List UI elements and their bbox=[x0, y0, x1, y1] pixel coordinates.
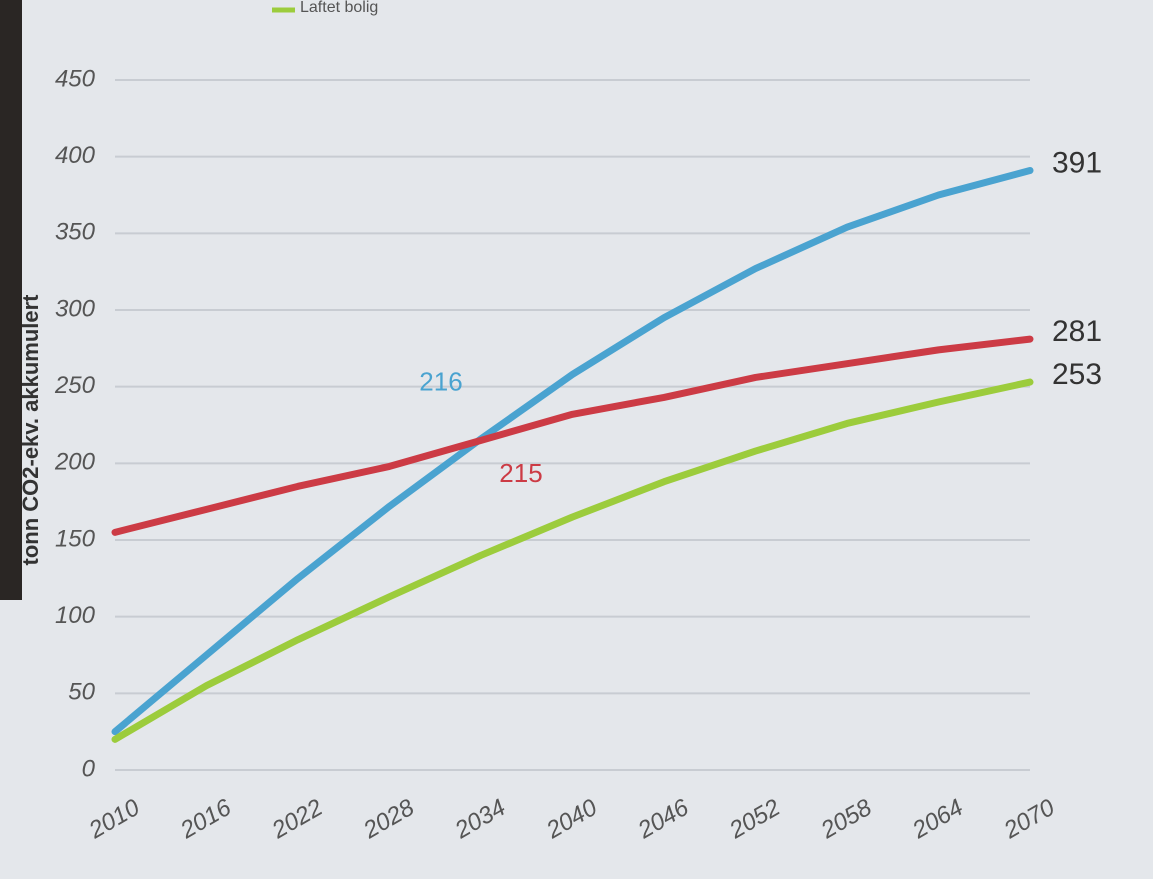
y-tick-label: 0 bbox=[82, 755, 96, 782]
y-axis-label: tonn CO2-ekv. akkumulert bbox=[18, 294, 43, 566]
chart: tonn CO2-ekv. akkumulert 0 50 100 150 200 250… bbox=[0, 0, 1153, 879]
end-label: 281 bbox=[1052, 315, 1102, 348]
y-tick-label: 150 bbox=[55, 525, 96, 552]
y-tick-label: 50 bbox=[68, 679, 95, 706]
y-tick-label: 250 bbox=[54, 372, 96, 399]
y-tick-label: 100 bbox=[55, 602, 96, 629]
legend-label: Laftet bolig bbox=[300, 0, 378, 16]
background bbox=[0, 0, 1153, 879]
y-tick-label: 400 bbox=[55, 142, 96, 169]
y-tick-label: 450 bbox=[55, 65, 96, 92]
y-tick-label: 350 bbox=[55, 219, 96, 246]
end-label: 253 bbox=[1052, 358, 1102, 391]
annotation: 216 bbox=[419, 367, 462, 397]
y-tick-label: 300 bbox=[55, 295, 96, 322]
y-tick-label: 200 bbox=[54, 449, 96, 476]
end-label: 391 bbox=[1052, 146, 1102, 179]
annotation: 215 bbox=[499, 458, 542, 488]
